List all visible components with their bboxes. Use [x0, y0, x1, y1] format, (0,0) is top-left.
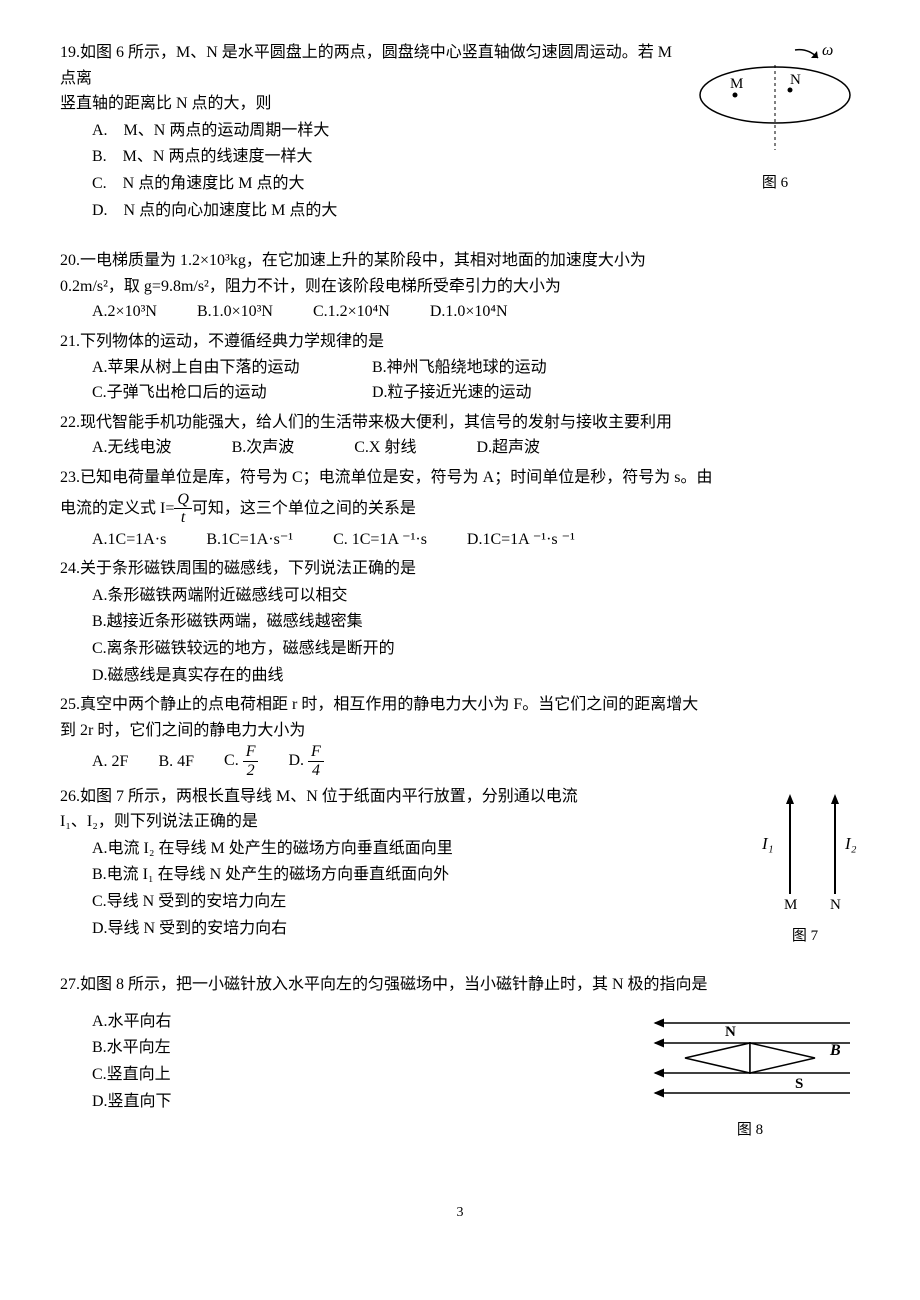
q23-stem-1: 23.已知电荷量单位是库，符号为 C；电流单位是安，符号为 A；时间单位是秒，符…: [60, 465, 860, 491]
label-S: S: [795, 1076, 803, 1092]
q21-option-c: C.子弹飞出枪口后的运动: [92, 380, 372, 406]
q26-option-a: A.电流 I₂ 在导线 M 处产生的磁场方向垂直纸面向里: [92, 836, 860, 862]
question-22: 22.现代智能手机功能强大，给人们的生活带来极大便利，其信号的发射与接收主要利用…: [60, 410, 860, 461]
q20-option-a: A.2×10³N: [92, 299, 157, 325]
q25-option-a: A. 2F: [92, 749, 128, 775]
q22-option-a: A.无线电波: [92, 435, 172, 461]
question-21: 21.下列物体的运动，不遵循经典力学规律的是 A.苹果从树上自由下落的运动 B.…: [60, 329, 860, 406]
question-20: 20.一电梯质量为 1.2×10³kg，在它加速上升的某阶段中，其相对地面的加速…: [60, 248, 860, 325]
q25-stem-2: 到 2r 时，它们之间的静电力大小为: [60, 718, 860, 744]
magnetic-field-compass-diagram: N S B: [640, 1008, 860, 1108]
q24-options: A.条形磁铁两端附近磁感线可以相交 B.越接近条形磁铁两端，磁感线越密集 C.离…: [60, 583, 860, 688]
q22-stem: 22.现代智能手机功能强大，给人们的生活带来极大便利，其信号的发射与接收主要利用: [60, 410, 860, 436]
q25-option-d: D. F4: [288, 743, 323, 779]
q26-stem-2: I₁、I₂，则下列说法正确的是: [60, 809, 860, 835]
page-number: 3: [60, 1202, 860, 1224]
question-23: 23.已知电荷量单位是库，符号为 C；电流单位是安，符号为 A；时间单位是秒，符…: [60, 465, 860, 552]
q21-option-a: A.苹果从树上自由下落的运动: [92, 355, 372, 381]
q20-stem-1: 20.一电梯质量为 1.2×10³kg，在它加速上升的某阶段中，其相对地面的加速…: [60, 248, 860, 274]
q24-option-c: C.离条形磁铁较远的地方，磁感线是断开的: [92, 636, 860, 662]
q20-options: A.2×10³N B.1.0×10³N C.1.2×10⁴N D.1.0×10⁴…: [60, 299, 860, 325]
label-M: M: [784, 897, 797, 913]
q27-stem: 27.如图 8 所示，把一小磁针放入水平向左的匀强磁场中，当小磁针静止时，其 N…: [60, 972, 860, 998]
figure-7: I₁ I₂ M N 图 7: [750, 784, 860, 949]
question-27: 27.如图 8 所示，把一小磁针放入水平向左的匀强磁场中，当小磁针静止时，其 N…: [60, 972, 860, 1142]
label-I2: I₂: [844, 834, 857, 853]
q25-option-b: B. 4F: [158, 749, 194, 775]
figure-7-label: 图 7: [750, 924, 860, 948]
parallel-wires-diagram: I₁ I₂ M N: [750, 784, 860, 914]
q24-option-d: D.磁感线是真实存在的曲线: [92, 663, 860, 689]
label-N: N: [725, 1024, 736, 1040]
q23-option-c: C. 1C=1A ⁻¹·s: [333, 527, 427, 553]
question-26: I₁ I₂ M N 图 7 26.如图 7 所示，两根长直导线 M、N 位于纸面…: [60, 784, 860, 949]
figure-6: M N ω 图 6: [690, 40, 860, 195]
q25-options: A. 2F B. 4F C. F2 D. F4: [60, 743, 860, 779]
question-24: 24.关于条形磁铁周围的磁感线，下列说法正确的是 A.条形磁铁两端附近磁感线可以…: [60, 556, 860, 688]
q19-option-d: D. N 点的向心加速度比 M 点的大: [92, 198, 860, 224]
q23-options: A.1C=1A·s B.1C=1A·s⁻¹ C. 1C=1A ⁻¹·s D.1C…: [60, 527, 860, 553]
question-19: M N ω 图 6 19.如图 6 所示，M、N 是水平圆盘上的两点，圆盘绕中心…: [60, 40, 860, 224]
figure-6-label: 图 6: [690, 171, 860, 195]
disk-rotation-diagram: M N ω: [690, 40, 860, 160]
q23-stem-2: 电流的定义式 I=Qt可知，这三个单位之间的关系是: [60, 491, 860, 527]
q22-option-b: B.次声波: [232, 435, 295, 461]
figure-8: N S B 图 8: [640, 1008, 860, 1143]
q23-option-b: B.1C=1A·s⁻¹: [206, 527, 293, 553]
q24-option-a: A.条形磁铁两端附近磁感线可以相交: [92, 583, 860, 609]
q25-stem-1: 25.真空中两个静止的点电荷相距 r 时，相互作用的静电力大小为 F。当它们之间…: [60, 692, 860, 718]
q21-option-d: D.粒子接近光速的运动: [372, 380, 532, 406]
q23-option-a: A.1C=1A·s: [92, 527, 166, 553]
q26-option-d: D.导线 N 受到的安培力向右: [92, 916, 860, 942]
fraction-Q-t: Qt: [174, 491, 192, 527]
q21-option-b: B.神州飞船绕地球的运动: [372, 355, 547, 381]
q25-option-c: C. F2: [224, 743, 258, 779]
q22-option-d: D.超声波: [476, 435, 540, 461]
q24-option-b: B.越接近条形磁铁两端，磁感线越密集: [92, 609, 860, 635]
q23-option-d: D.1C=1A ⁻¹·s ⁻¹: [467, 527, 575, 553]
q20-option-b: B.1.0×10³N: [197, 299, 273, 325]
q20-option-c: C.1.2×10⁴N: [313, 299, 390, 325]
q26-option-b: B.电流 I₁ 在导线 N 处产生的磁场方向垂直纸面向外: [92, 862, 860, 888]
question-25: 25.真空中两个静止的点电荷相距 r 时，相互作用的静电力大小为 F。当它们之间…: [60, 692, 860, 779]
q26-option-c: C.导线 N 受到的安培力向左: [92, 889, 860, 915]
label-N: N: [790, 72, 801, 88]
label-I1: I₁: [761, 834, 774, 853]
label-M: M: [730, 76, 743, 92]
q21-options: A.苹果从树上自由下落的运动 B.神州飞船绕地球的运动 C.子弹飞出枪口后的运动…: [60, 355, 860, 406]
q22-option-c: C.X 射线: [354, 435, 416, 461]
q21-stem: 21.下列物体的运动，不遵循经典力学规律的是: [60, 329, 860, 355]
label-omega: ω: [822, 42, 833, 59]
label-B: B: [829, 1042, 841, 1059]
figure-8-label: 图 8: [640, 1118, 860, 1142]
label-N: N: [830, 897, 841, 913]
q26-stem-1: 26.如图 7 所示，两根长直导线 M、N 位于纸面内平行放置，分别通以电流: [60, 784, 860, 810]
q24-stem: 24.关于条形磁铁周围的磁感线，下列说法正确的是: [60, 556, 860, 582]
q22-options: A.无线电波 B.次声波 C.X 射线 D.超声波: [60, 435, 860, 461]
q20-option-d: D.1.0×10⁴N: [430, 299, 508, 325]
q20-stem-2: 0.2m/s²，取 g=9.8m/s²，阻力不计，则在该阶段电梯所受牵引力的大小…: [60, 274, 860, 300]
q26-options: A.电流 I₂ 在导线 M 处产生的磁场方向垂直纸面向里 B.电流 I₁ 在导线…: [60, 836, 860, 941]
